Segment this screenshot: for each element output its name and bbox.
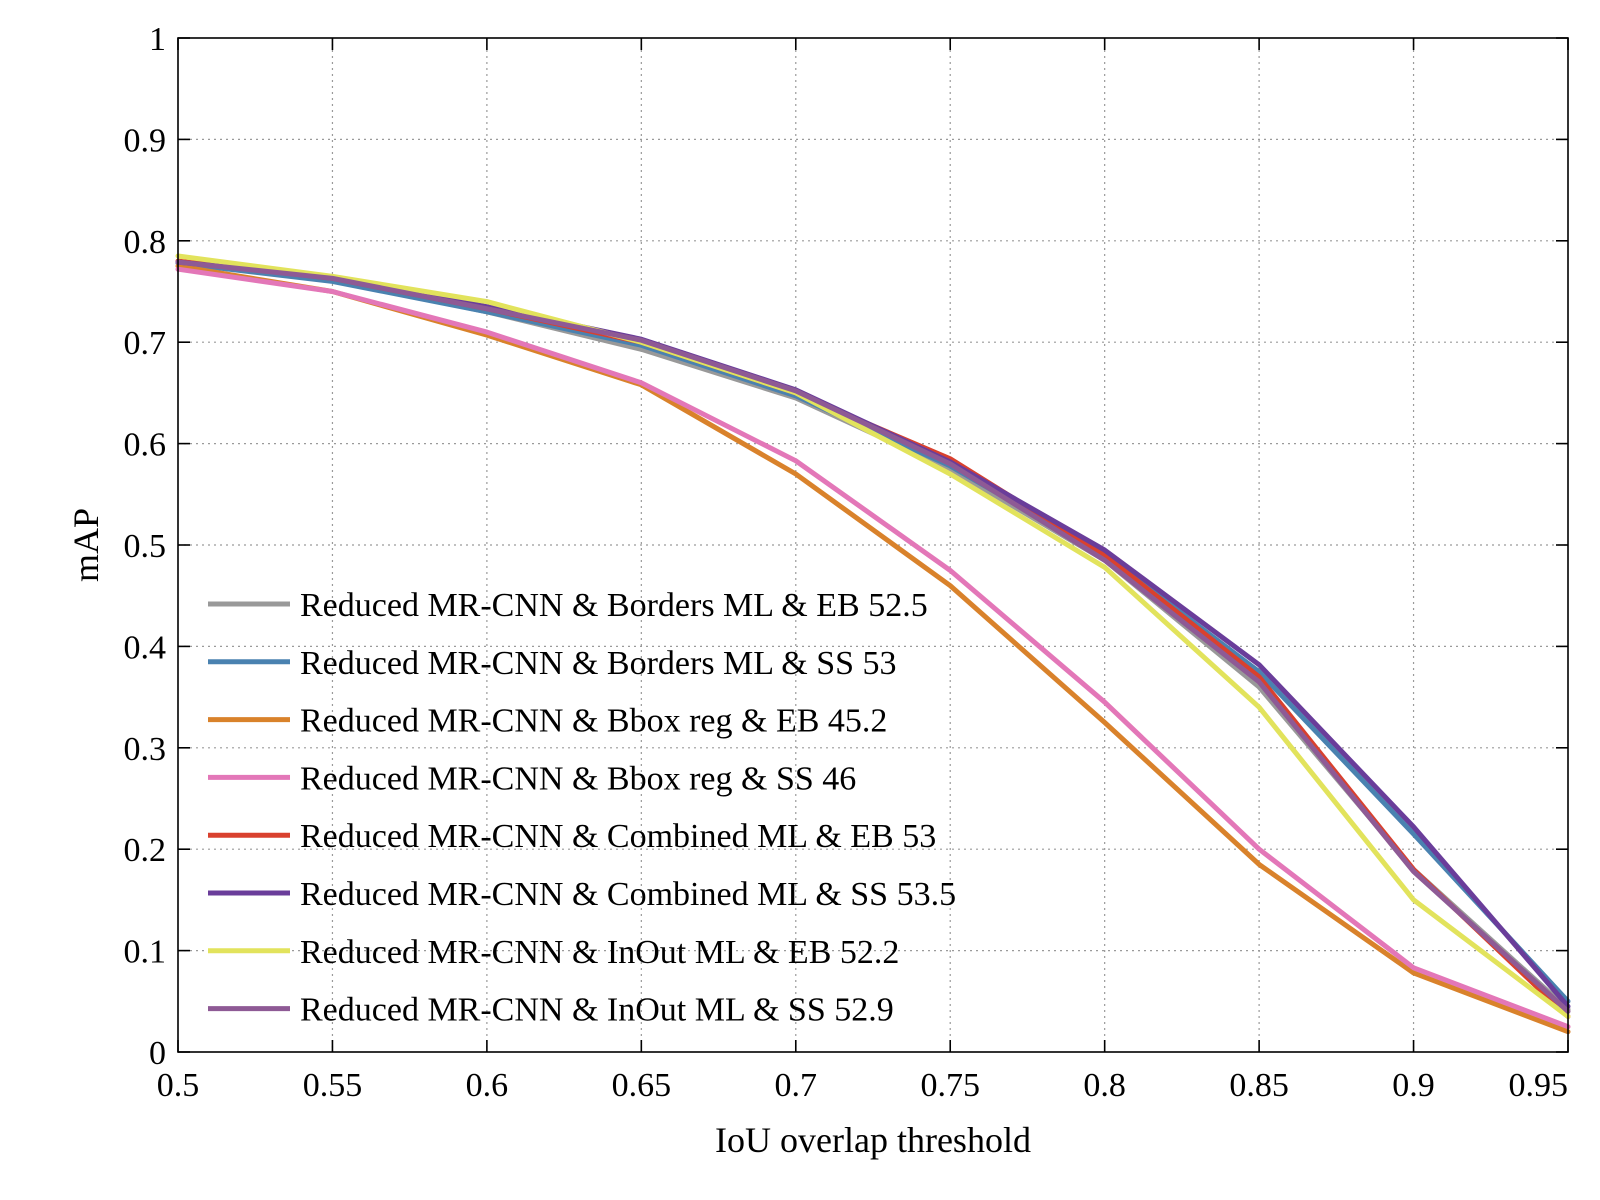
series-line-4 xyxy=(175,266,1571,1030)
y-tick-label: 1 xyxy=(149,21,166,58)
y-tick-label: 0.5 xyxy=(124,528,167,565)
x-tick-label: 0.5 xyxy=(157,1067,200,1104)
legend-label: Reduced MR-CNN & Borders ML & SS 53 xyxy=(300,645,897,682)
x-tick-label: 0.55 xyxy=(303,1067,363,1104)
series-line-8 xyxy=(175,259,1571,1014)
y-tick-label: 0.9 xyxy=(124,122,167,159)
x-tick-label: 0.85 xyxy=(1229,1067,1289,1104)
x-tick-label: 0.6 xyxy=(466,1067,509,1104)
y-tick-label: 0.3 xyxy=(124,731,167,768)
legend: Reduced MR-CNN & Borders ML & EB 52.5 Red… xyxy=(208,587,956,1029)
x-tick-label: 0.8 xyxy=(1083,1067,1126,1104)
x-tick-label: 0.95 xyxy=(1509,1067,1569,1104)
legend-label: Reduced MR-CNN & Combined ML & EB 53 xyxy=(300,818,936,855)
legend-label: Reduced MR-CNN & Bbox reg & SS 46 xyxy=(300,760,856,797)
legend-label: Reduced MR-CNN & Combined ML & SS 53.5 xyxy=(300,876,956,913)
y-tick-label: 0.7 xyxy=(124,325,167,362)
x-tick-label: 0.7 xyxy=(775,1067,818,1104)
legend-label: Reduced MR-CNN & InOut ML & EB 52.2 xyxy=(300,934,899,971)
legend-label: Reduced MR-CNN & Bbox reg & EB 45.2 xyxy=(300,703,887,740)
y-tick-label: 0.6 xyxy=(124,427,167,464)
y-tick-label: 0.8 xyxy=(124,224,167,261)
y-tick-label: 0.4 xyxy=(124,629,167,666)
x-axis-title: IoU overlap threshold xyxy=(715,1120,1031,1160)
x-tick-label: 0.65 xyxy=(612,1067,672,1104)
legend-label: Reduced MR-CNN & Borders ML & EB 52.5 xyxy=(300,587,928,624)
legend-label: Reduced MR-CNN & InOut ML & SS 52.9 xyxy=(300,992,894,1029)
y-tick-label: 0.2 xyxy=(124,832,167,869)
grid xyxy=(178,38,1568,1052)
axis-ticks: 0.5 0.55 0.6 0.65 0.7 0.75 0.8 0.85 0.9 0.95 0 0.1 0… xyxy=(124,21,1569,1104)
y-tick-label: 0 xyxy=(149,1035,166,1072)
series-lines xyxy=(175,253,1571,1035)
series-line-7 xyxy=(175,253,1571,1019)
x-tick-label: 0.75 xyxy=(920,1067,980,1104)
y-axis-title: mAP xyxy=(66,508,106,582)
x-tick-label: 0.9 xyxy=(1392,1067,1435,1104)
y-tick-label: 0.1 xyxy=(124,934,167,971)
